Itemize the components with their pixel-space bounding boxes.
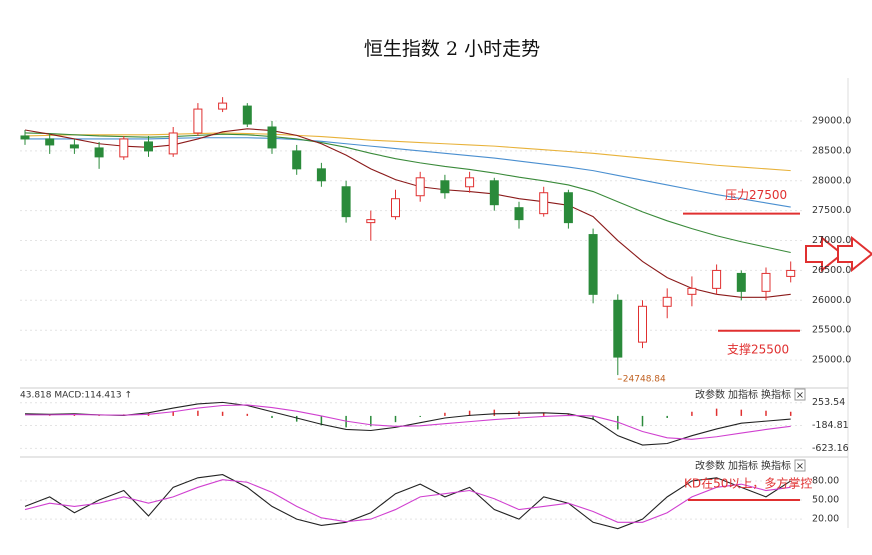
candle-body [242,105,252,125]
indicator-line [25,137,791,208]
candle-body [613,299,623,358]
annotation: 压力27500 [725,188,787,202]
candle-body [514,207,524,221]
indicator-line [24,479,791,523]
indicator-line [24,132,791,254]
y-tick-label: 29000.0 [812,116,851,127]
chart-title: 恒生指数 2 小时走势 [364,38,540,60]
candle-body [440,180,450,194]
y-tick-label: 25500.0 [812,325,851,336]
candle-body [94,147,104,158]
annotation: KD在50以上，多方掌控 [684,476,812,491]
candle-body [539,192,549,215]
tool-button[interactable]: 加指标 [728,459,758,472]
indicator-line [24,474,791,530]
annotation: 支撑25500 [727,341,789,356]
candle-body [316,168,326,182]
indicator-line [25,404,791,440]
y-tick-label: 253.54 [812,397,845,408]
candle-body [638,305,647,343]
candle-body [687,287,697,295]
candle-body [588,234,598,295]
y-tick-label: 28500.0 [812,145,851,156]
close-button-box [794,388,806,401]
candle-body [563,192,573,224]
y-tick-label: 26000.0 [812,295,851,306]
indicator-line [24,132,791,172]
y-tick-label: -623.16 [812,443,849,454]
candle-body [218,102,228,110]
tool-button[interactable]: 换指标 [761,388,791,401]
indicator-line [24,128,791,298]
candle-body [69,144,79,149]
candle-body [415,177,425,197]
candle-body [662,296,672,307]
candle-body [391,198,400,218]
y-tick-label: 28000.0 [812,175,851,186]
candle-body [292,150,302,170]
y-tick-label: 20.00 [812,514,839,525]
tool-button[interactable]: 改参数 [695,459,725,472]
tool-button[interactable]: 改参数 [695,388,725,401]
arrow-icon [837,235,872,273]
close-button[interactable]: × [796,390,804,401]
candle-body [119,138,129,158]
candle-body [736,272,746,292]
y-tick-label: -184.81 [812,420,849,431]
candle-body [267,126,277,149]
y-tick-label: 27500.0 [812,205,851,216]
arrow-icon [805,235,844,273]
tool-button[interactable]: 换指标 [761,459,791,472]
y-tick-label: 50.00 [812,495,839,506]
candle-body [489,180,499,206]
candle-body [193,108,203,134]
candle-body [144,141,153,152]
y-tick-label: 25000.0 [812,355,851,366]
tool-button[interactable]: 加指标 [728,388,758,401]
candle-body [761,272,771,292]
candle-body [712,269,722,289]
y-tick-label: 80.00 [812,475,839,486]
candle-body [168,132,178,155]
low-label: 24748.84 [623,375,666,385]
candle-body [45,138,55,146]
candle-body [465,177,475,188]
candle-body [341,186,351,218]
candle-body [366,219,376,224]
y-tick-label: 26500.0 [812,265,851,276]
close-button[interactable]: × [796,461,804,472]
y-tick-label: 27000.0 [812,235,851,246]
indicator-line [24,401,791,446]
close-button-box [794,459,806,472]
candle-body [20,135,30,140]
candle-body [786,269,796,277]
indicator-label: 43.818 MACD:114.413 ↑ [20,391,132,401]
